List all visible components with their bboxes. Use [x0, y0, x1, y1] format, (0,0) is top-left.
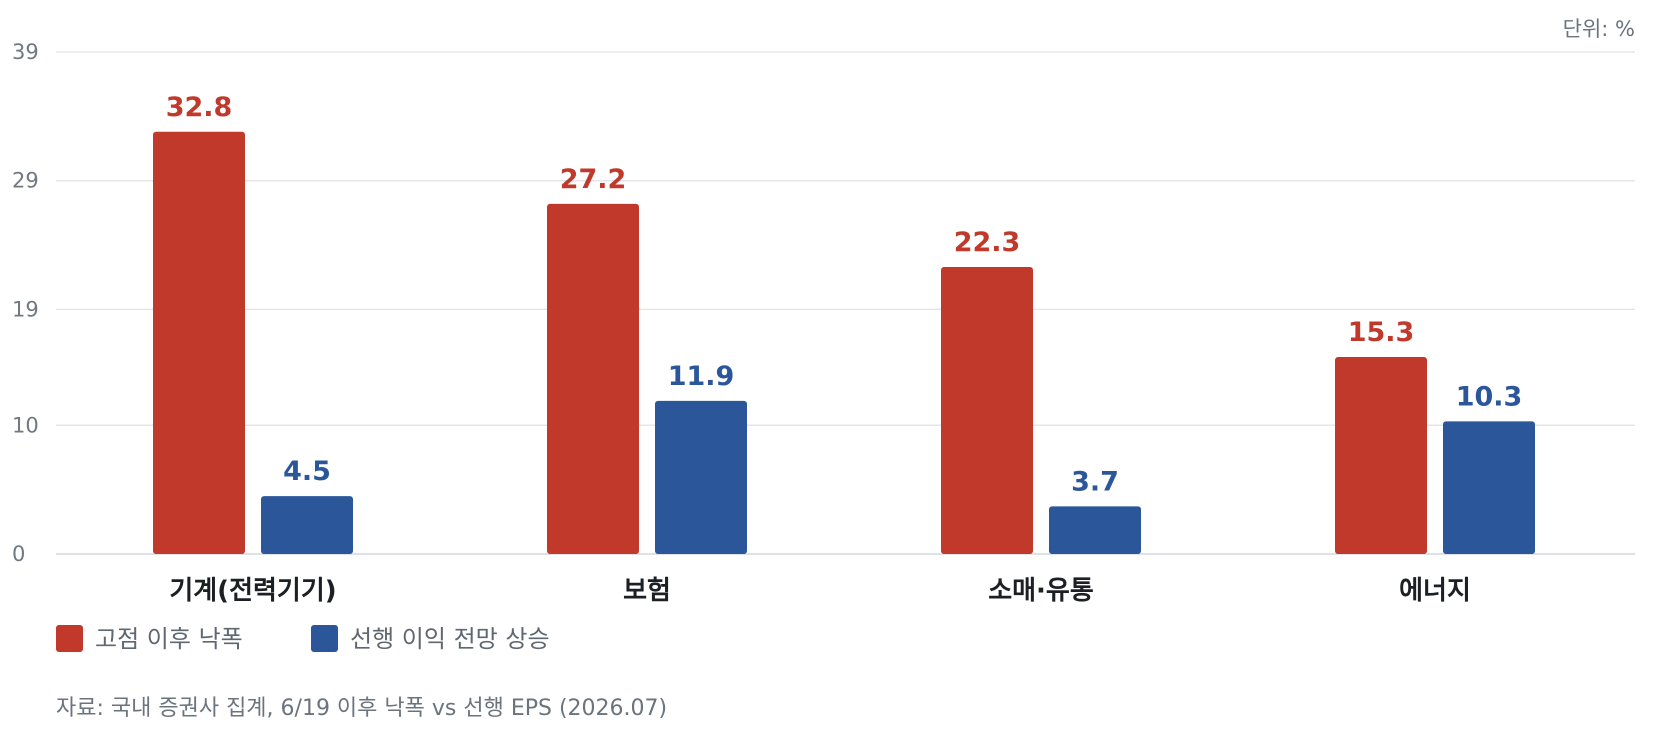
y-tick-label: 10 [12, 413, 39, 437]
data-labels: 32.8 4.5 27.2 11.9 22.3 3.7 15.3 10.3 [166, 92, 1523, 498]
bar-drawdown-2 [941, 266, 1033, 554]
bar-eps-up-3 [1443, 421, 1535, 554]
y-tick-label: 29 [12, 169, 39, 193]
bar-eps-up-1 [655, 400, 747, 554]
legend-swatch [311, 625, 338, 652]
bar-eps-up-2 [1049, 506, 1141, 554]
category-label: 보험 [623, 576, 671, 606]
y-tick-label: 19 [12, 297, 39, 321]
data-label: 22.3 [954, 227, 1021, 258]
y-tick-label: 39 [12, 40, 39, 64]
category-label: 기계(전력기기) [169, 576, 336, 606]
category-label: 소매·유통 [988, 576, 1094, 606]
data-label: 10.3 [1456, 381, 1523, 412]
bars [153, 131, 1535, 555]
bar-drawdown-0 [153, 131, 245, 555]
data-label: 4.5 [283, 456, 331, 487]
x-axis-categories: 기계(전력기기) 보험 소매·유통 에너지 [169, 576, 1471, 606]
legend-swatch [56, 625, 83, 652]
y-axis-ticks: 0 10 19 29 39 [12, 40, 39, 566]
y-tick-label: 0 [12, 542, 25, 566]
source-note: 자료: 국내 증권사 집계, 6/19 이후 낙폭 vs 선행 EPS (202… [56, 696, 667, 721]
legend: 고점 이후 낙폭 선행 이익 전망 상승 [56, 625, 550, 653]
bar-drawdown-1 [547, 203, 639, 554]
legend-label: 선행 이익 전망 상승 [350, 625, 550, 653]
category-label: 에너지 [1399, 576, 1471, 606]
legend-label: 고점 이후 낙폭 [95, 625, 243, 653]
bar-eps-up-0 [261, 496, 353, 554]
unit-label: 단위: % [1563, 17, 1635, 41]
data-label: 15.3 [1348, 317, 1415, 348]
data-label: 32.8 [166, 92, 233, 123]
data-label: 11.9 [668, 361, 735, 392]
data-label: 3.7 [1071, 466, 1119, 497]
data-label: 27.2 [560, 164, 627, 195]
bar-drawdown-3 [1335, 357, 1427, 554]
